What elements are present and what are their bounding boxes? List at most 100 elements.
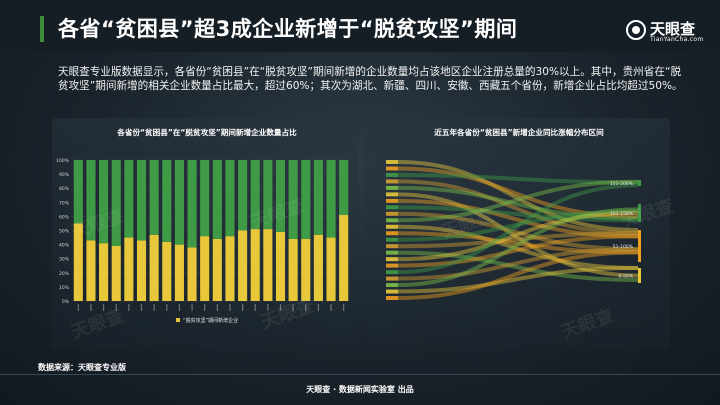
sankey-flow xyxy=(397,205,639,223)
sankey-source-node xyxy=(386,231,398,236)
x-tick-label xyxy=(317,304,320,311)
bar-segment xyxy=(200,160,210,237)
sankey-target-label: 101-150% xyxy=(610,211,634,217)
x-tick-label xyxy=(115,304,117,311)
sankey-flow xyxy=(397,231,639,249)
bar-segment xyxy=(99,243,109,301)
sankey-flow xyxy=(397,185,639,221)
stacked-bar-chart: 0% 10% 20% 30% 40% 50% 60% 70% 80% 90% 100% “脱贫攻坚”期… xyxy=(56,158,350,324)
x-tick-label xyxy=(216,304,218,311)
sankey-source-node xyxy=(386,218,398,223)
bar-segment xyxy=(174,244,184,301)
bar-segment xyxy=(174,160,184,245)
bar-segment xyxy=(136,160,147,241)
bar-segment xyxy=(339,214,349,301)
sankey-target-node xyxy=(638,180,641,186)
bar-segment xyxy=(149,234,159,301)
x-tick-label xyxy=(90,304,92,311)
x-tick-label xyxy=(178,304,181,311)
sankey-source-node xyxy=(386,263,398,268)
x-tick-label xyxy=(343,304,345,311)
x-tick-label xyxy=(166,304,168,311)
sankey-source-node xyxy=(386,283,398,288)
x-tick-label xyxy=(292,304,294,311)
footer-credit: 天眼查 · 数据新闻实验室 出品 xyxy=(306,385,414,394)
bar-segment xyxy=(187,160,197,248)
x-tick-label xyxy=(305,304,307,311)
sankey-source-node xyxy=(386,211,398,216)
bar-segment xyxy=(111,160,121,247)
bar-segment xyxy=(288,160,298,239)
y-tick-label: 60% xyxy=(59,214,70,220)
bar-segment xyxy=(301,238,311,301)
y-tick-label: 30% xyxy=(59,257,70,263)
title-accent-bar xyxy=(40,16,44,42)
sankey-source-node xyxy=(386,244,398,249)
bar-segment xyxy=(238,160,248,231)
y-tick-label: 0% xyxy=(62,299,70,305)
sankey-chart-title: 近五年各省份“贫困县”新增企业同比涨幅分布区间 xyxy=(434,128,604,137)
sankey-source-node xyxy=(386,289,398,294)
description-text: 天眼查专业版数据显示，各省份“贫困县”在“脱贫攻坚”期间新增的企业数量均占该地区… xyxy=(58,66,683,92)
bar-segment xyxy=(250,229,260,301)
sankey-flow xyxy=(397,183,639,275)
sankey-flow xyxy=(397,179,639,223)
bar-segment xyxy=(250,160,260,230)
sankey-source-node xyxy=(386,192,398,197)
bar-segment xyxy=(238,230,248,301)
sankey-target-node xyxy=(638,268,641,283)
sankey-source-node xyxy=(386,276,398,281)
x-tick-label xyxy=(241,304,244,311)
sankey-flow xyxy=(397,207,639,288)
bar-segment xyxy=(313,234,323,301)
sankey-flow xyxy=(397,166,639,219)
logo-subtext: TianYanCha.com xyxy=(650,36,704,43)
sankey-target-node xyxy=(638,204,641,222)
bar-segment xyxy=(200,236,210,301)
bar-segment xyxy=(313,160,323,235)
header-bar xyxy=(0,0,720,52)
y-tick-label: 80% xyxy=(59,186,70,192)
bar-segment xyxy=(326,160,336,238)
sankey-source-node xyxy=(386,160,398,164)
sankey-flow xyxy=(397,250,639,282)
sankey-source-node xyxy=(386,179,398,184)
bar-segment xyxy=(86,240,96,301)
y-tick-label: 70% xyxy=(59,200,70,206)
sankey-source-node xyxy=(386,237,398,242)
sankey-flow xyxy=(397,209,639,242)
bar-segment xyxy=(326,237,336,301)
y-tick-label: 10% xyxy=(59,285,70,291)
x-tick-label xyxy=(153,304,155,311)
sankey-flow xyxy=(397,266,639,294)
bar-segment xyxy=(212,238,222,301)
bar-segment xyxy=(288,238,298,301)
page-title: 各省“贫困县”超3成企业新增于“脱贫攻坚”期间 xyxy=(58,17,518,41)
bar-chart-title: 各省份“贫困县”在“脱贫攻坚”期间新增企业数量占比 xyxy=(117,128,297,137)
sankey-source-node xyxy=(386,270,398,275)
x-tick-label xyxy=(102,304,105,311)
bar-segment xyxy=(301,160,311,239)
x-tick-label xyxy=(128,304,130,311)
sankey-target-label: 151-200% xyxy=(610,181,634,187)
sankey-source-node xyxy=(386,185,398,190)
stacked-bar-chart-panel: 各省份“贫困县”在“脱贫攻坚”期间新增企业数量占比 0% 10% 20% 30% 40%… xyxy=(52,118,358,350)
bar-segment xyxy=(263,160,273,230)
sankey-source-node xyxy=(386,172,398,177)
sankey-source-node xyxy=(386,166,398,171)
sankey-chart-panel: 近五年各省份“贫困县”新增企业同比涨幅分布区间 151-200% 101-150%… xyxy=(364,118,670,350)
bar-segment xyxy=(136,240,147,301)
bar-segment xyxy=(212,160,222,239)
legend-swatch xyxy=(176,318,180,322)
sankey-source-node xyxy=(386,198,398,203)
bar-segment xyxy=(225,160,235,237)
sankey-flow xyxy=(397,172,639,185)
sankey-source-node xyxy=(386,205,398,210)
sankey-source-node xyxy=(386,224,398,229)
bar-segment xyxy=(73,223,83,301)
sankey-flow xyxy=(397,192,639,278)
x-tick-label xyxy=(229,304,231,311)
bar-segment xyxy=(225,236,235,301)
x-tick-label xyxy=(279,304,282,311)
logo-eye-icon xyxy=(626,20,646,40)
